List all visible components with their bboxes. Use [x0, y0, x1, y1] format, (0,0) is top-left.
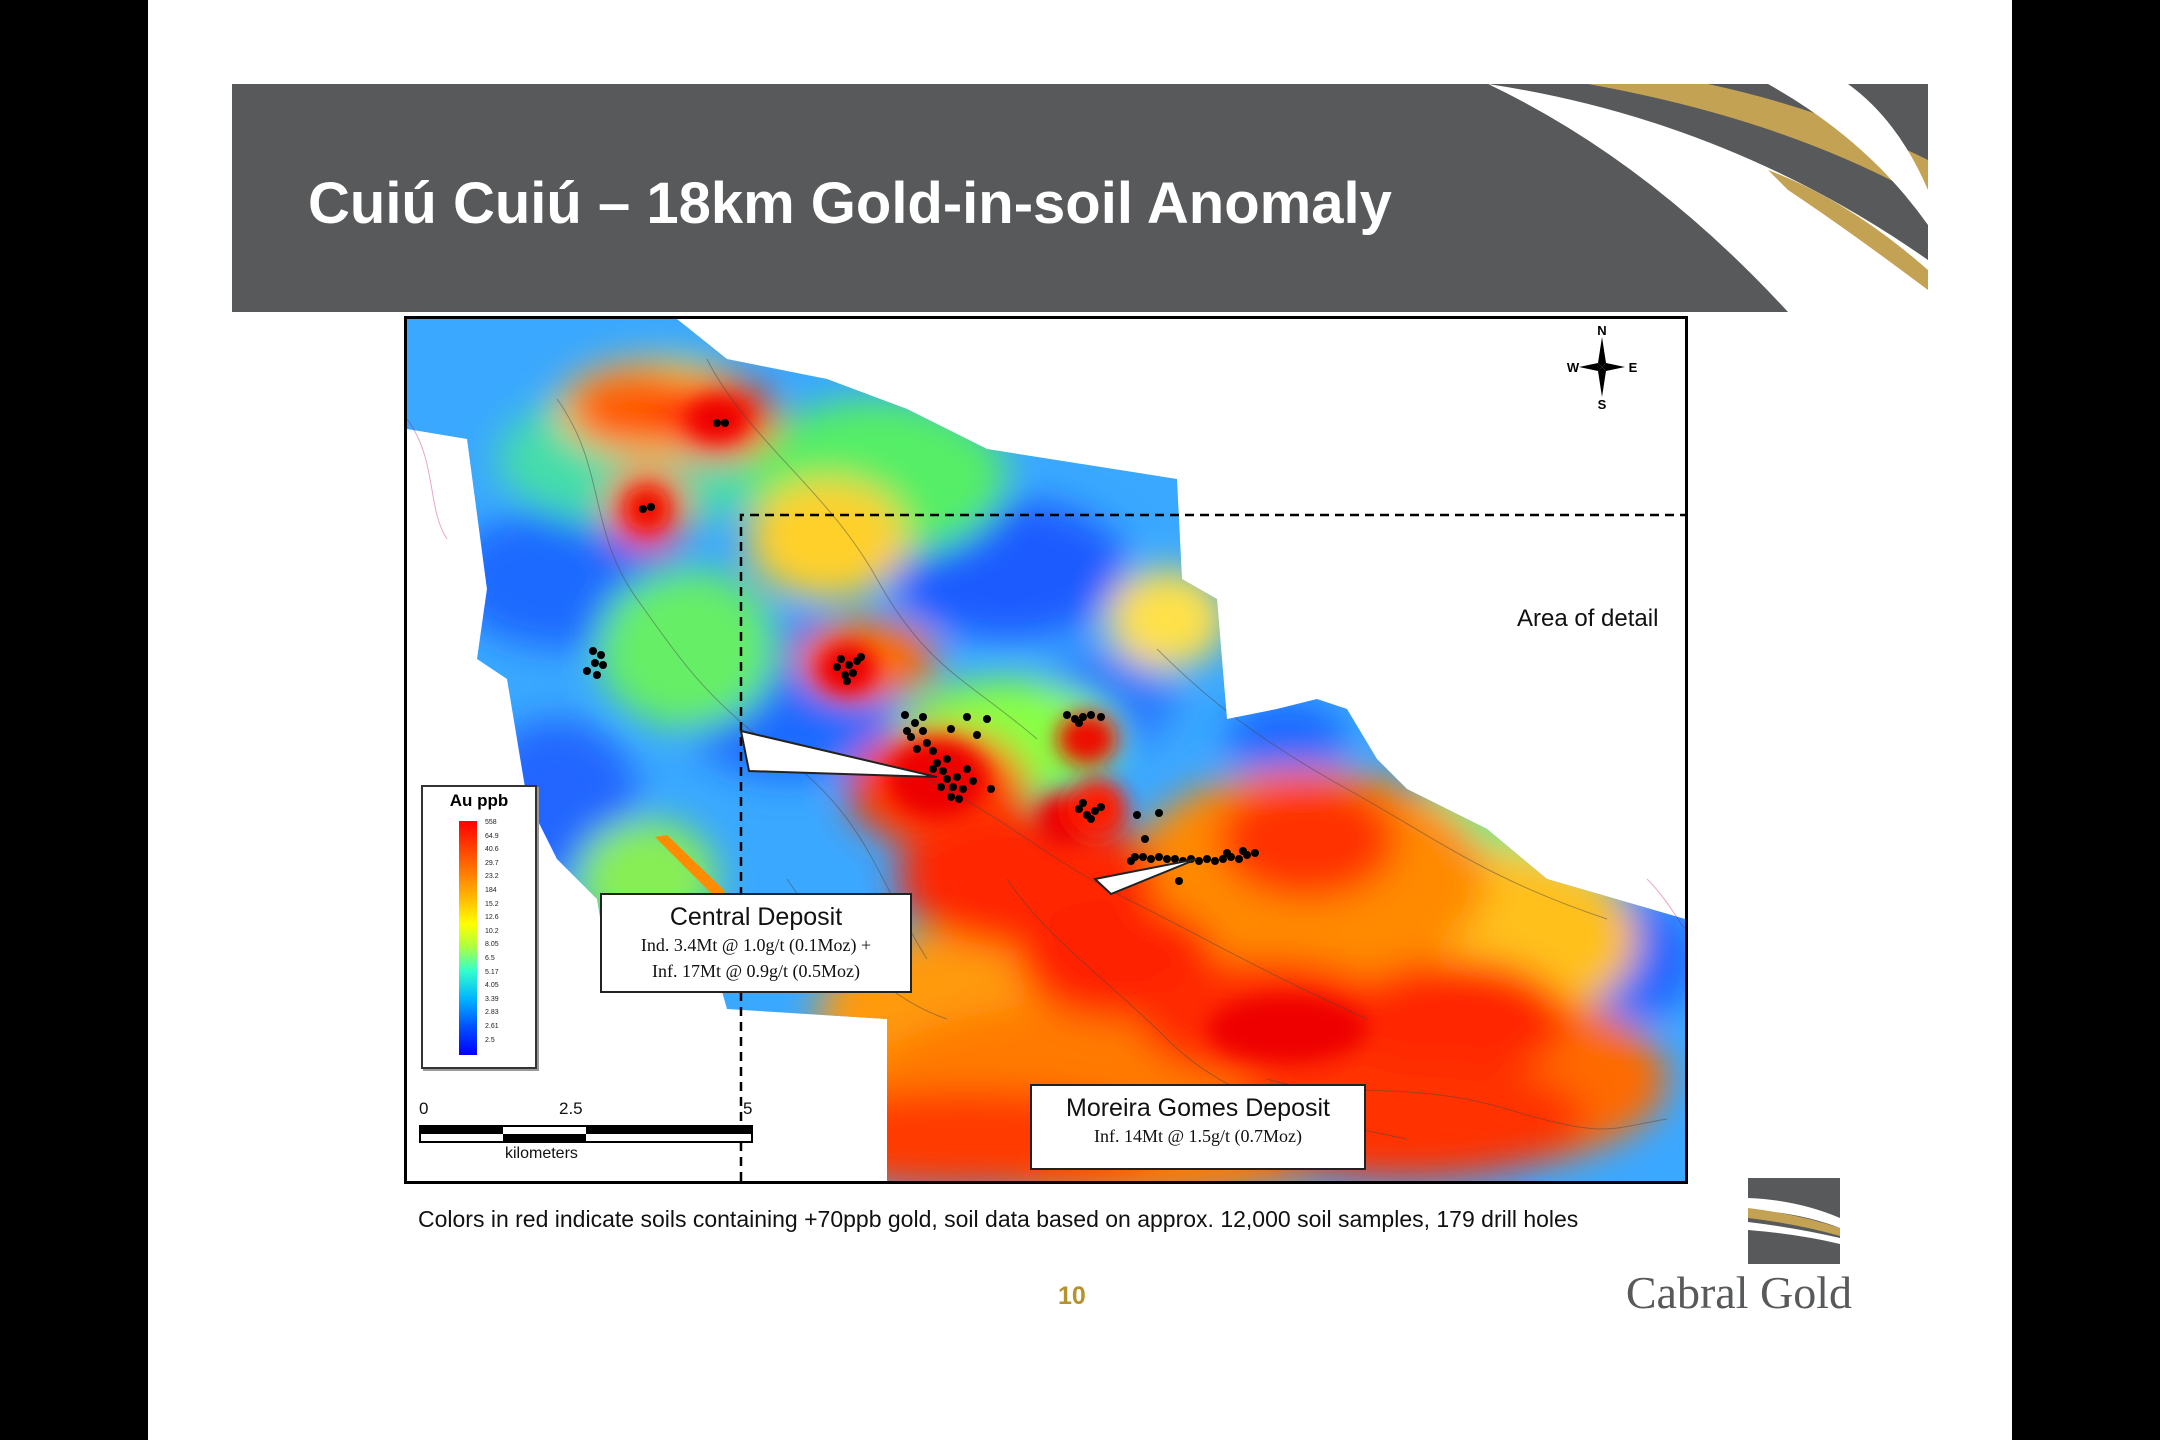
compass-s: S	[1598, 397, 1607, 409]
scale-tick-5: 5	[743, 1099, 753, 1118]
central-deposit-callout: Central Deposit Ind. 3.4Mt @ 1.0g/t (0.1…	[600, 893, 912, 993]
legend-value: 2.5	[485, 1036, 495, 1044]
legend-value: 2.83	[485, 1009, 499, 1017]
heatmap-graphic	[407, 319, 1685, 1181]
header-swoosh-decoration	[1488, 84, 1928, 312]
slide-title: Cuiú Cuiú – 18km Gold-in-soil Anomaly	[308, 171, 1392, 236]
slide: Cuiú Cuiú – 18km Gold-in-soil Anomaly	[148, 0, 2012, 1440]
legend-value: 5.17	[485, 968, 499, 976]
central-deposit-line-2: Inf. 17Mt @ 0.9g/t (0.5Moz)	[651, 961, 861, 981]
scale-units: kilometers	[505, 1145, 578, 1162]
moreira-gomes-title: Moreira Gomes Deposit	[1066, 1094, 1330, 1122]
legend-value: 184	[485, 887, 497, 894]
au-ppb-legend: Au ppb 558 64.9 40.6 29.7 23.2 184 15.2 12.6 10.…	[421, 785, 537, 1069]
central-deposit-line-1: Ind. 3.4Mt @ 1.0g/t (0.1Moz) +	[640, 935, 872, 955]
legend-value: 10.2	[485, 927, 499, 935]
legend-value: 2.61	[485, 1023, 499, 1030]
compass-e: E	[1629, 360, 1637, 375]
legend-value: 3.39	[485, 995, 499, 1003]
legend-value: 15.2	[485, 900, 499, 908]
soil-anomaly-map: Area of detail Central Deposit Ind. 3.4M…	[404, 316, 1688, 1184]
scale-tick-0: 0	[419, 1099, 429, 1118]
footnote: Colors in red indicate soils containing …	[418, 1206, 1579, 1232]
legend-value: 6.5	[485, 955, 495, 962]
scale-bar-graphic	[419, 1125, 753, 1143]
legend-value: 558	[485, 819, 497, 826]
legend-value: 4.05	[485, 982, 499, 990]
legend-value: 8.05	[485, 941, 499, 949]
legend-value: 64.9	[485, 832, 499, 840]
legend-value: 23.2	[485, 873, 499, 881]
page-number: 10	[1058, 1282, 1086, 1310]
legend-value: 12.6	[485, 914, 499, 922]
legend-value: 29.7	[485, 859, 499, 867]
scale-bar: 0 2.5 5 kilometers	[419, 1099, 759, 1169]
moreira-gomes-callout: Moreira Gomes Deposit Inf. 14Mt @ 1.5g/t…	[1030, 1084, 1366, 1170]
central-deposit-title: Central Deposit	[669, 903, 843, 931]
legend-value: 40.6	[485, 846, 499, 854]
moreira-gomes-line-1: Inf. 14Mt @ 1.5g/t (0.7Moz)	[1093, 1126, 1303, 1146]
compass-n: N	[1597, 323, 1606, 338]
compass-w: W	[1567, 360, 1580, 375]
brand-name: Cabral Gold	[1625, 1267, 1852, 1318]
scale-tick-2-5: 2.5	[559, 1099, 583, 1118]
compass-rose: N S W E	[1567, 323, 1638, 412]
cabral-gold-logo-icon	[1748, 1178, 1840, 1264]
legend-title: Au ppb	[449, 791, 509, 810]
legend-color-ramp	[459, 821, 477, 1055]
area-of-detail-label: Area of detail	[1517, 605, 1659, 632]
